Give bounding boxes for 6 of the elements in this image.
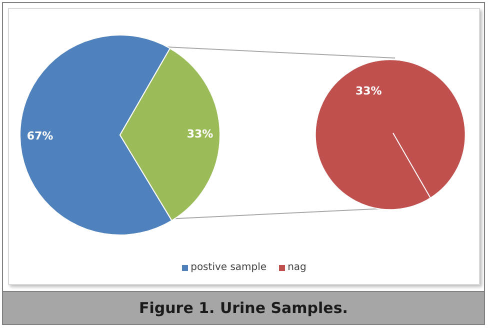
legend-label: nag (288, 262, 306, 273)
text: Figure 1. Urine Samples. (3, 291, 484, 324)
legend-label: postive sample (190, 262, 267, 273)
data-label: 33% (355, 84, 382, 98)
data-label: 33% (186, 128, 214, 141)
data-label: 67% (26, 129, 54, 142)
